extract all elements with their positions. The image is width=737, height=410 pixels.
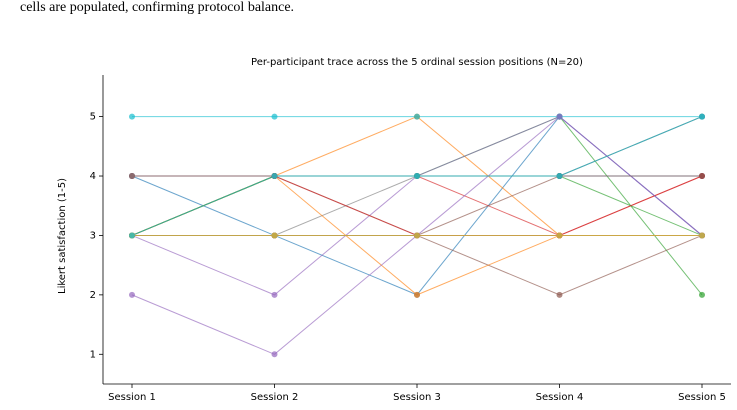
- data-point: [699, 113, 705, 120]
- data-point: [129, 232, 135, 239]
- participant-line: [131, 116, 703, 296]
- data-point: [271, 113, 278, 120]
- data-point: [129, 113, 135, 120]
- data-point: [129, 291, 135, 298]
- participant-line: [132, 175, 702, 236]
- y-axis-label: Likert satisfaction (1-5): [57, 178, 68, 294]
- data-point: [271, 173, 278, 180]
- participant-line: [131, 115, 703, 296]
- data-point: [699, 232, 705, 239]
- chart-title: Per-participant trace across the 5 ordin…: [251, 57, 583, 68]
- data-point: [129, 173, 135, 180]
- data-point: [556, 291, 563, 298]
- data-point: [699, 173, 705, 180]
- participant-line: [131, 115, 703, 296]
- x-tick-label: Session 1: [108, 392, 156, 403]
- data-point: [271, 351, 278, 358]
- y-tick-label: 5: [90, 112, 96, 123]
- y-tick-label: 2: [90, 290, 96, 301]
- paper-text: cells are populated, confirming protocol…: [20, 0, 294, 15]
- x-tick-label: Session 5: [678, 392, 726, 403]
- y-tick-label: 3: [90, 230, 96, 241]
- participant-line: [131, 175, 703, 236]
- participant-line: [132, 116, 703, 177]
- data-point: [556, 232, 563, 239]
- data-point: [414, 291, 420, 298]
- y-tick-label: 1: [90, 349, 96, 360]
- data-point: [271, 232, 278, 239]
- data-point: [556, 173, 563, 180]
- data-point: [414, 173, 420, 180]
- data-point: [414, 113, 420, 120]
- x-tick-label: Session 3: [393, 392, 441, 403]
- data-point: [699, 291, 705, 298]
- data-point: [271, 291, 278, 298]
- data-point: [556, 113, 563, 120]
- participant-line: [132, 175, 703, 236]
- participant-line: [131, 175, 703, 236]
- data-point: [414, 232, 420, 239]
- x-tick-label: Session 4: [536, 392, 584, 403]
- y-tick-label: 4: [90, 171, 96, 182]
- x-tick-label: Session 2: [251, 392, 299, 403]
